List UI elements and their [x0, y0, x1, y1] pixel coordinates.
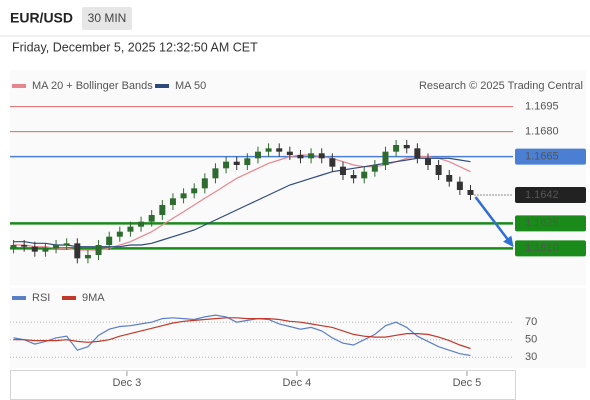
interval-button[interactable]	[82, 7, 132, 30]
candle-body	[201, 178, 208, 189]
interval-label[interactable]: 30 MIN	[88, 11, 127, 25]
candle-body	[435, 165, 442, 175]
level-box	[515, 187, 586, 203]
candle-body	[329, 158, 336, 167]
legend-swatch	[62, 296, 76, 300]
candle-body	[414, 148, 421, 159]
candle-body	[63, 243, 70, 245]
x-axis-box	[10, 370, 516, 400]
candle-body	[371, 165, 378, 172]
legend-label: 9MA	[82, 292, 105, 304]
candle-body	[318, 153, 325, 159]
candle-body	[127, 226, 134, 232]
symbol: EUR/USD	[10, 10, 73, 26]
candle-body	[382, 151, 389, 165]
candle-body	[106, 236, 113, 245]
candle-body	[10, 245, 17, 249]
candle-body	[31, 246, 38, 252]
level-label: 1.1665	[525, 151, 559, 163]
level-label: 1.1642	[525, 189, 559, 201]
level-label: 1.1680	[525, 126, 559, 138]
y-tick-label: 50	[525, 334, 537, 346]
candle-body	[233, 161, 240, 165]
legend-label: RSI	[32, 292, 50, 304]
candle-body	[297, 155, 304, 159]
source-credit: Research © 2025 Trading Central	[419, 80, 583, 92]
candle-body	[159, 205, 166, 215]
forecast-arrow	[474, 196, 511, 244]
candle-body	[74, 243, 81, 259]
rsi-line	[13, 314, 471, 357]
candle-body	[286, 151, 293, 155]
level-label: 1.1610	[525, 242, 559, 254]
level-label: 1.1695	[525, 101, 559, 113]
candle-body	[403, 145, 410, 149]
candle-body	[350, 175, 357, 179]
candle-body	[361, 171, 368, 179]
candle-body	[21, 245, 28, 247]
candle-body	[254, 151, 261, 159]
legend-swatch	[12, 84, 26, 88]
ma50-line	[13, 157, 471, 248]
level-box	[515, 148, 586, 165]
x-tick-label: Dec 4	[283, 377, 312, 389]
candle-body	[265, 148, 272, 152]
candle-body	[180, 193, 187, 199]
candle-body	[169, 198, 176, 205]
level-label: 1.1625	[525, 217, 559, 229]
candle-body	[308, 153, 315, 159]
forecast-arrowhead	[503, 235, 514, 248]
candle-body	[223, 161, 230, 169]
candle-body	[339, 166, 346, 175]
timestamp: Friday, December 5, 2025 12:32:50 AM CET	[12, 40, 258, 54]
candle-body	[446, 175, 453, 182]
rsi-ma-line	[13, 317, 471, 350]
candle-body	[276, 148, 283, 152]
legend-swatch	[12, 296, 26, 300]
candle-body	[84, 255, 91, 259]
candle-body	[53, 245, 60, 249]
level-box	[515, 215, 586, 232]
level-box	[515, 240, 586, 257]
x-tick-label: Dec 3	[113, 377, 142, 389]
y-tick-label: 70	[525, 316, 537, 328]
legend-swatch	[155, 84, 169, 88]
legend-label: MA 50	[175, 80, 206, 92]
candle-body	[424, 158, 431, 165]
candle-body	[116, 231, 123, 237]
legend-label: MA 20 + Bollinger Bands	[32, 80, 153, 92]
candle-body	[138, 221, 145, 227]
candle-body	[244, 158, 251, 165]
candle-body	[95, 245, 102, 255]
candle-body	[456, 181, 463, 190]
candle-body	[191, 188, 198, 194]
x-tick-label: Dec 5	[453, 377, 482, 389]
candle-body	[467, 190, 474, 195]
candle-body	[212, 168, 219, 179]
candle-body	[393, 145, 400, 152]
y-tick-label: 30	[525, 351, 537, 363]
candle-body	[42, 248, 49, 252]
candle-body	[148, 215, 155, 222]
